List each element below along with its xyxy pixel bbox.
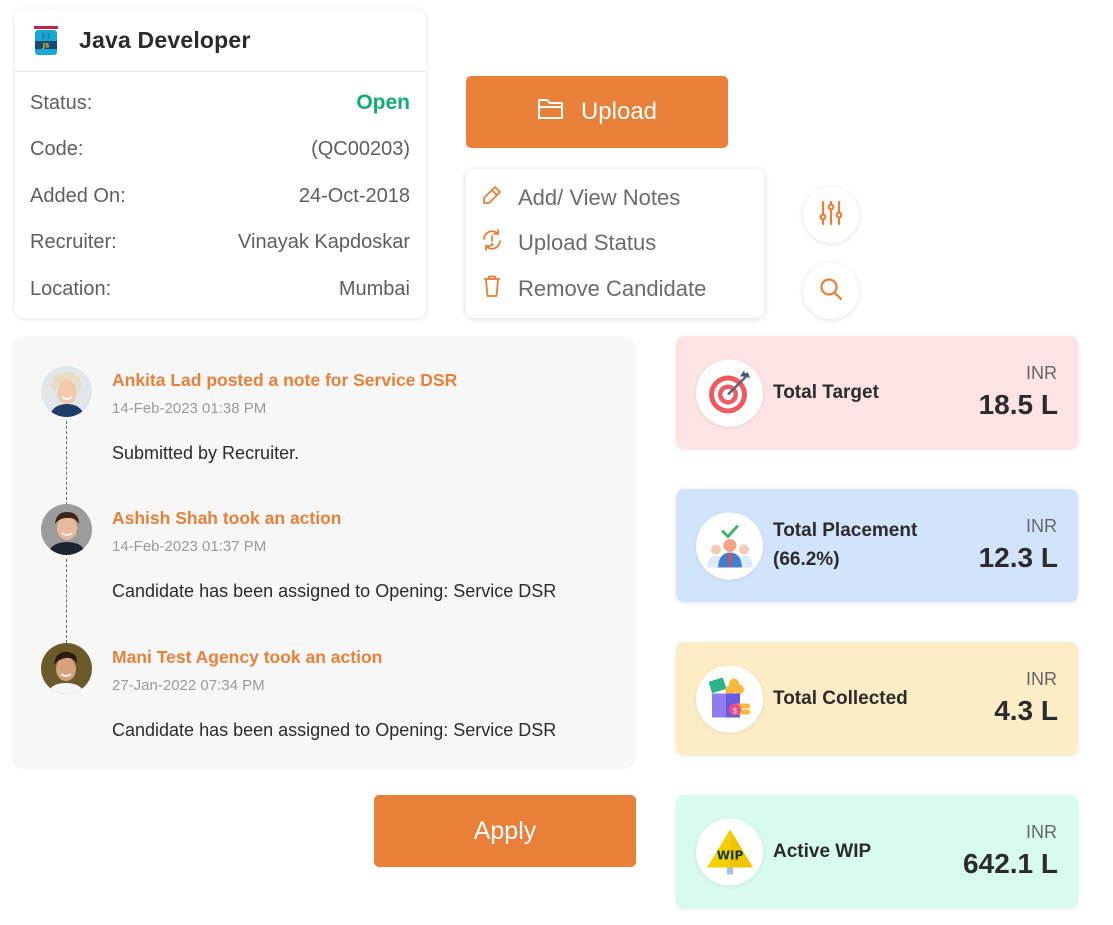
- stat-currency: INR: [1026, 669, 1057, 689]
- timeline-connector: [66, 559, 67, 643]
- stat-currency: INR: [1026, 363, 1057, 383]
- menu-item-upload-status[interactable]: Upload Status: [480, 221, 764, 267]
- action-menu: Add/ View Notes Upload Status Remove Can…: [466, 169, 764, 318]
- job-row-location: Location: Mumbai: [30, 266, 410, 313]
- timeline-title: Ankita Lad posted a note for Service DSR: [112, 370, 458, 390]
- timeline-text: Candidate has been assigned to Opening: …: [112, 581, 557, 601]
- stat-label: Active WIP: [773, 841, 872, 862]
- job-row-recruiter: Recruiter: Vinayak Kapdoskar: [30, 220, 410, 267]
- menu-item-label: Upload Status: [518, 230, 657, 256]
- job-title: Java Developer: [79, 26, 251, 53]
- stat-card-total-target: Total Target INR 18.5 L: [676, 336, 1078, 449]
- stat-currency: INR: [1026, 516, 1057, 536]
- svg-text:$: $: [732, 706, 737, 715]
- filter-button[interactable]: [803, 187, 859, 243]
- stat-value: 642.1 L: [963, 848, 1058, 879]
- stat-value: 4.3 L: [994, 695, 1058, 726]
- stat-card-total-collected: $ Total Collected INR 4.3 L: [676, 642, 1078, 755]
- sliders-icon: [817, 199, 845, 232]
- menu-item-label: Remove Candidate: [518, 275, 707, 301]
- timeline-connector: [66, 421, 67, 505]
- stat-sublabel: (66.2%): [773, 549, 840, 570]
- field-label: Location:: [30, 277, 112, 300]
- field-label: Code:: [30, 138, 84, 161]
- field-label: Status:: [30, 91, 93, 114]
- search-button[interactable]: [803, 263, 859, 319]
- timeline-time: 14-Feb-2023 01:37 PM: [112, 538, 267, 555]
- avatar: [41, 366, 92, 417]
- stat-label: Total Collected: [773, 688, 908, 709]
- apply-button[interactable]: Apply: [374, 795, 636, 867]
- wip-sign-icon: WIP: [696, 818, 763, 885]
- timeline-text: Submitted by Recruiter.: [112, 443, 300, 463]
- field-value: 24-Oct-2018: [298, 184, 410, 207]
- field-value: (QC00203): [311, 138, 410, 161]
- field-label: Added On:: [30, 184, 126, 207]
- timeline-time: 14-Feb-2023 01:38 PM: [112, 400, 267, 417]
- timeline-time: 27-Jan-2022 07:34 PM: [112, 677, 265, 694]
- field-value: Mumbai: [338, 277, 410, 300]
- menu-item-add-view-notes[interactable]: Add/ View Notes: [480, 175, 764, 221]
- avatar: [41, 504, 92, 555]
- target-icon: [696, 359, 763, 426]
- avatar: [41, 643, 92, 694]
- stat-value: 12.3 L: [978, 542, 1058, 573]
- stat-card-active-wip: WIP Active WIP INR 642.1 L: [676, 795, 1078, 908]
- upload-label: Upload: [580, 98, 658, 125]
- refresh-alert-icon: [480, 228, 518, 258]
- job-card: JS {-} Java Developer Status: Open Code:…: [15, 9, 426, 318]
- team-placement-icon: [696, 512, 763, 579]
- timeline-title: Ashish Shah took an action: [112, 508, 342, 528]
- js-file-icon: JS {-}: [33, 26, 59, 55]
- search-icon: [818, 276, 844, 307]
- upload-button[interactable]: Upload: [466, 76, 728, 148]
- timeline-text: Candidate has been assigned to Opening: …: [112, 720, 557, 740]
- status-badge: Open: [356, 91, 410, 115]
- trash-icon: [480, 274, 518, 304]
- job-row-added-on: Added On: 24-Oct-2018: [30, 173, 410, 220]
- field-value: Vinayak Kapdoskar: [238, 231, 410, 254]
- folder-icon: [537, 97, 565, 128]
- stat-label: Total Placement: [773, 520, 918, 541]
- pencil-icon: [480, 183, 518, 213]
- stat-currency: INR: [1026, 822, 1057, 842]
- job-row-code: Code: (QC00203): [30, 127, 410, 174]
- stat-value: 18.5 L: [978, 389, 1058, 420]
- job-row-status: Status: Open: [30, 80, 410, 127]
- svg-text:JS: JS: [42, 43, 50, 50]
- svg-text:{-}: {-}: [41, 33, 51, 40]
- timeline-title: Mani Test Agency took an action: [112, 647, 383, 667]
- money-box-icon: $: [696, 665, 763, 732]
- svg-text:WIP: WIP: [716, 849, 743, 863]
- job-header: JS {-} Java Developer: [15, 9, 426, 72]
- field-label: Recruiter:: [30, 231, 117, 254]
- menu-item-remove-candidate[interactable]: Remove Candidate: [480, 266, 764, 312]
- menu-item-label: Add/ View Notes: [518, 184, 681, 210]
- stat-label: Total Target: [773, 382, 879, 403]
- activity-timeline: Ankita Lad posted a note for Service DSR…: [11, 336, 636, 770]
- stat-card-total-placement: Total Placement (66.2%) INR 12.3 L: [676, 489, 1078, 602]
